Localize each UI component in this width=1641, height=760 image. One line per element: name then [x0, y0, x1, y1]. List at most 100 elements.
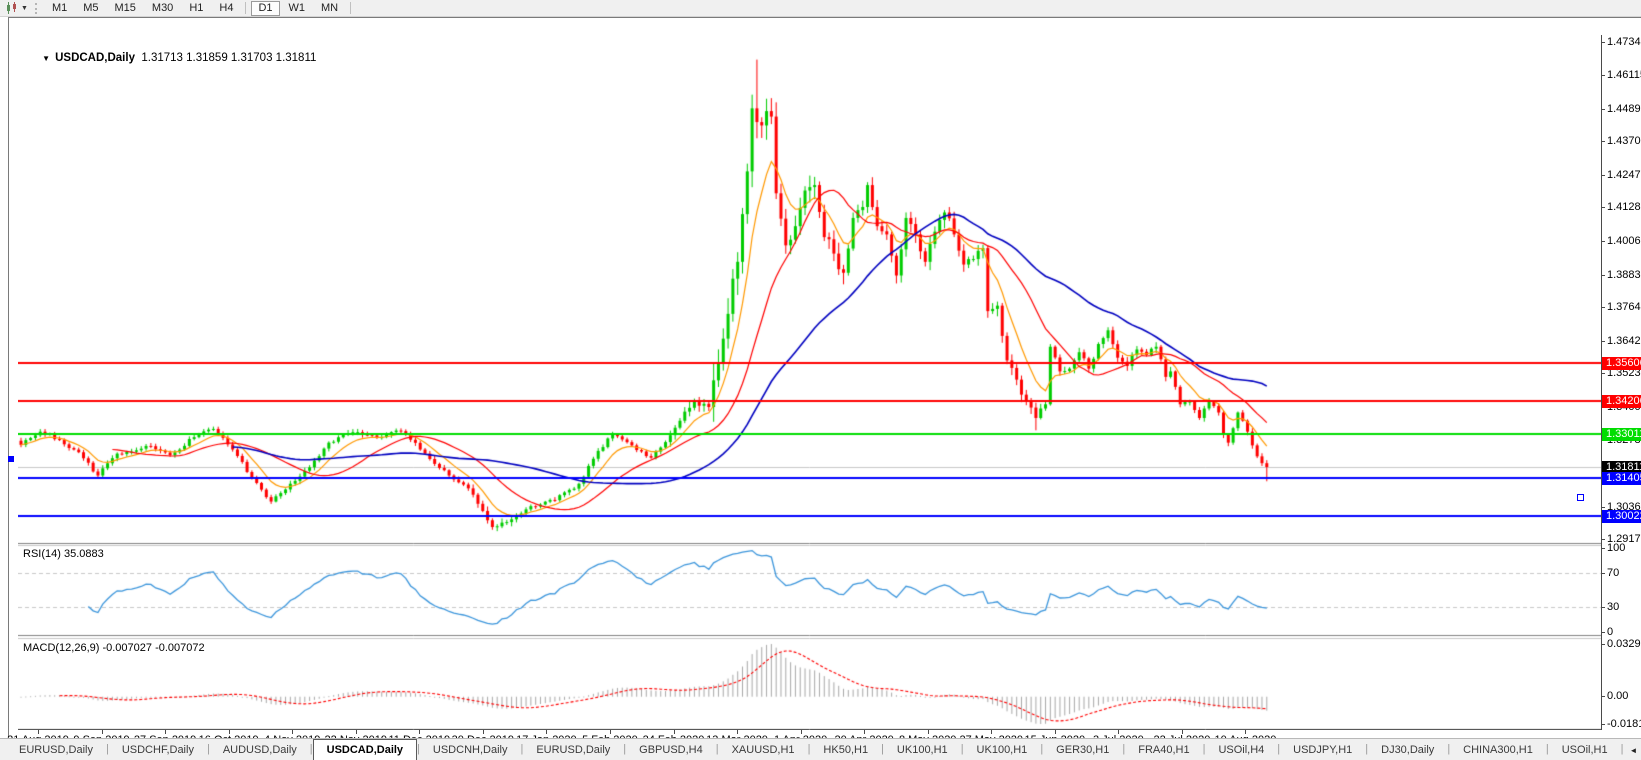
- chart-tab-fra40-h1[interactable]: FRA40,H1: [1138, 744, 1190, 756]
- date-tick-mark: [991, 730, 993, 734]
- price-tick-label: 1.44890: [1607, 102, 1641, 115]
- toolbar-separator: [350, 2, 352, 14]
- axis-tick-mark: [1601, 573, 1605, 575]
- chart-ohlc-values: 1.31713 1.31859 1.31703 1.31811: [141, 52, 317, 64]
- chart-tab-usdcad-daily[interactable]: USDCAD,Daily: [312, 739, 418, 760]
- chart-tab-usoil-h4[interactable]: USOil,H4: [1218, 744, 1265, 756]
- chart-tab-ger30-h1[interactable]: GER30,H1: [1056, 744, 1110, 756]
- tab-nav: ◄►: [1629, 741, 1641, 760]
- tab-scroll-prev-button[interactable]: ◄: [1629, 746, 1638, 755]
- date-tick-mark: [864, 730, 866, 734]
- date-tick-mark: [1118, 730, 1120, 734]
- date-tick-mark: [737, 730, 739, 734]
- date-tick-mark: [927, 730, 929, 734]
- chart-tab-uk100-h1[interactable]: UK100,H1: [976, 744, 1028, 756]
- chart-tab-hk50-h1[interactable]: HK50,H1: [823, 744, 869, 756]
- timeframe-button-w1[interactable]: W1: [282, 1, 313, 16]
- timeframe-button-m1[interactable]: M1: [45, 1, 74, 16]
- date-tick-mark: [165, 730, 167, 734]
- price-tick-label: 1.37645: [1607, 301, 1641, 314]
- timeframe-button-mn[interactable]: MN: [314, 1, 345, 16]
- date-tick-mark: [38, 730, 39, 734]
- timeframe-button-m15[interactable]: M15: [108, 1, 143, 16]
- tab-separator: |: [1447, 743, 1451, 755]
- chart-tab-usoil-h1[interactable]: USOil,H1: [1561, 744, 1608, 756]
- symbol-dropdown-icon[interactable]: ▼: [42, 54, 51, 63]
- level-price-badge: 1.30022: [1602, 509, 1641, 523]
- price-chart-canvas[interactable]: [18, 36, 1601, 730]
- axis-tick-mark: [1601, 373, 1605, 375]
- price-tick-label: 1.47340: [1607, 35, 1641, 48]
- chart-tab-usdchf-daily[interactable]: USDCHF,Daily: [121, 744, 194, 756]
- chart-tab-eurusd-daily[interactable]: EURUSD,Daily: [19, 744, 93, 756]
- chart-symbol-period: USDCAD,Daily: [55, 52, 135, 64]
- price-tick-label: 1.36420: [1607, 334, 1641, 347]
- chart-tab-gbpusd-h4[interactable]: GBPUSD,H4: [639, 744, 703, 756]
- chart-tab-xauusd-h1[interactable]: XAUUSD,H1: [731, 744, 795, 756]
- price-tick-label: 1.35230: [1607, 367, 1641, 380]
- level-price-badge: 1.31405: [1602, 471, 1641, 485]
- tab-separator: |: [715, 743, 719, 755]
- date-tick-mark: [419, 730, 421, 734]
- date-tick-mark: [482, 730, 484, 734]
- level-price-badge: 1.35606: [1602, 356, 1641, 370]
- tab-separator: |: [1620, 743, 1624, 755]
- chart-tab-usdjpy-h1[interactable]: USDJPY,H1: [1293, 744, 1353, 756]
- date-tick-mark: [1181, 730, 1183, 734]
- tab-separator: |: [807, 743, 811, 755]
- price-tick-label: 1.42475: [1607, 168, 1641, 181]
- tab-separator: |: [309, 743, 313, 755]
- price-tick-label: 1.41285: [1607, 201, 1641, 214]
- chart-tab-dj30-daily[interactable]: DJ30,Daily: [1381, 744, 1435, 756]
- tab-separator: |: [1122, 743, 1126, 755]
- toolbar-separator: [245, 2, 247, 14]
- date-tick-mark: [1054, 730, 1056, 734]
- timeframe-button-h4[interactable]: H4: [212, 1, 240, 16]
- macd-axis-label: 0.00: [1607, 689, 1629, 702]
- timeframe-button-h1[interactable]: H1: [182, 1, 210, 16]
- tab-separator: |: [206, 743, 210, 755]
- axis-tick-mark: [1601, 41, 1605, 43]
- chart-tab-china300-h1[interactable]: CHINA300,H1: [1463, 744, 1533, 756]
- chart-tab-usdcnh-daily[interactable]: USDCNH,Daily: [432, 744, 508, 756]
- tab-separator: |: [520, 743, 524, 755]
- candlestick-chart-icon: [7, 2, 16, 14]
- rsi-axis-label: 0: [1607, 626, 1614, 638]
- date-tick-mark: [355, 730, 357, 734]
- toolbar-grip[interactable]: [34, 2, 40, 14]
- tab-separator: |: [1040, 743, 1044, 755]
- chart-tab-uk100-h1[interactable]: UK100,H1: [896, 744, 948, 756]
- tab-separator: |: [881, 743, 884, 755]
- timeframe-button-m5[interactable]: M5: [76, 1, 105, 16]
- price-axis: 1.47340 1.46115 1.44890 1.43700 1.42475 1.412…: [1601, 35, 1641, 730]
- date-tick-mark: [228, 730, 230, 734]
- axis-tick-mark: [1601, 174, 1605, 176]
- axis-tick-mark: [1601, 108, 1605, 110]
- axis-tick-mark: [1601, 274, 1605, 276]
- price-tick-label: 1.46115: [1607, 69, 1641, 82]
- axis-tick-mark: [1601, 548, 1605, 549]
- axis-tick-mark: [1601, 340, 1605, 342]
- date-tick-mark: [292, 730, 294, 734]
- line-drag-handle[interactable]: [1577, 494, 1584, 502]
- tab-separator: |: [417, 743, 420, 755]
- chart-tab-audusd-daily[interactable]: AUDUSD,Daily: [222, 744, 297, 756]
- axis-tick-mark: [1601, 695, 1605, 697]
- axis-tick-mark: [1601, 644, 1605, 645]
- line-drag-handle[interactable]: [8, 456, 14, 463]
- axis-tick-mark: [1601, 75, 1605, 77]
- timeframe-button-d1[interactable]: D1: [251, 0, 280, 16]
- date-tick-mark: [101, 730, 103, 734]
- current-price-badge: 1.31811: [1602, 460, 1641, 474]
- chart-tab-eurusd-daily[interactable]: EURUSD,Daily: [536, 744, 611, 756]
- tab-separator: |: [960, 743, 964, 755]
- tab-separator: |: [623, 743, 627, 755]
- axis-tick-mark: [1601, 307, 1605, 309]
- axis-tick-mark: [1601, 606, 1605, 608]
- timeframe-button-m30[interactable]: M30: [145, 1, 180, 16]
- date-tick-mark: [673, 730, 675, 734]
- axis-tick-mark: [1601, 724, 1605, 725]
- date-tick-mark: [1245, 730, 1247, 734]
- chart-type-button[interactable]: ▼: [2, 1, 31, 16]
